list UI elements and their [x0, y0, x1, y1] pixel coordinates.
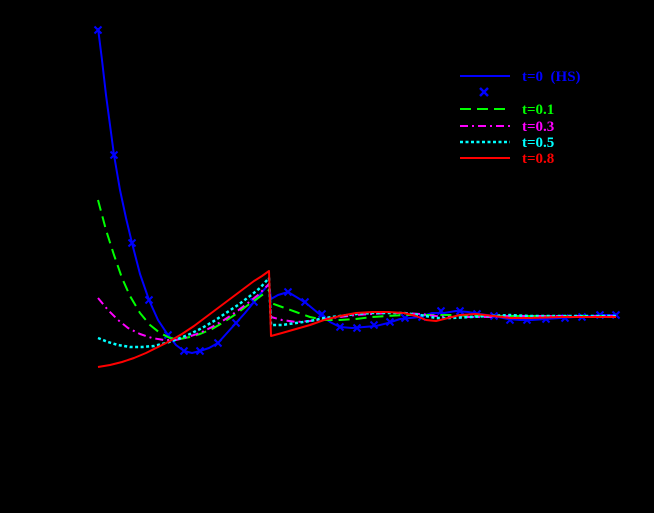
legend-item-t03: t=0.3 — [460, 119, 554, 135]
legend-label-t01: t=0.1 — [522, 102, 554, 118]
legend-label-t0: t=0 (HS) — [522, 69, 581, 85]
legend-item-markers — [479, 87, 489, 97]
legend-label-t05: t=0.5 — [522, 135, 554, 151]
series-line-t-0-1 — [97, 199, 616, 340]
legend-label-t03: t=0.3 — [522, 119, 554, 135]
legend-item-t01: t=0.1 — [460, 102, 554, 118]
legend-item-t08: t=0.8 — [460, 151, 554, 167]
series-line-t-0-3 — [97, 283, 616, 341]
legend-item-t05: t=0.5 — [460, 135, 554, 151]
legend: t=0 (HS) t=0.1 t=0.3 t=0.5 t=0.8 — [460, 69, 581, 167]
series-line-t-0-8 — [97, 270, 616, 368]
plot-area — [93, 25, 621, 368]
legend-label-t08: t=0.8 — [522, 151, 554, 167]
legend-item-t0: t=0 (HS) — [460, 69, 581, 85]
x-marker-icon — [479, 87, 489, 97]
